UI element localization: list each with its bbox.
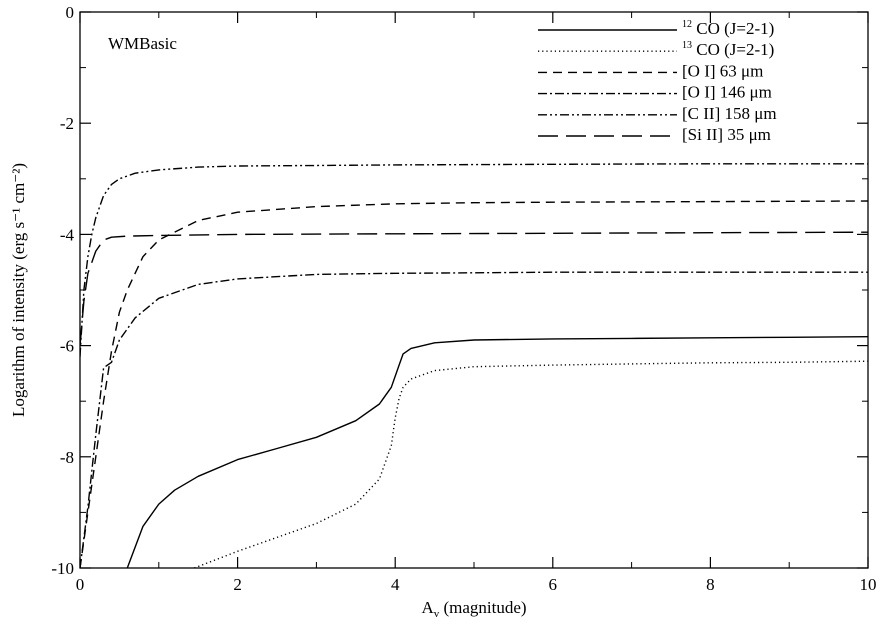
x-tick-label: 8: [706, 575, 715, 594]
x-axis-label-sub: v: [434, 608, 440, 620]
x-tick-label: 4: [391, 575, 400, 594]
y-tick-label: -6: [60, 337, 74, 356]
series-line-1: [194, 360, 868, 568]
legend-label-3: [O I] 146 μm: [682, 83, 772, 102]
x-tick-label: 6: [549, 575, 558, 594]
series-line-5: [80, 231, 868, 346]
legend-isotope-sup: 12: [682, 19, 692, 30]
x-tick-label: 10: [860, 575, 877, 594]
legend-label-4: [C II] 158 μm: [682, 104, 777, 123]
x-tick-label: 0: [76, 575, 85, 594]
legend-isotope-sup: 13: [682, 40, 692, 51]
x-axis-label-rest: (magnitude): [439, 598, 526, 617]
series-layer: [80, 163, 868, 568]
series-line-3: [80, 271, 868, 568]
series-line-4: [80, 163, 868, 357]
legend-text: CO (J=2-1): [692, 19, 774, 38]
legend-label-0: 12 CO (J=2-1): [682, 19, 774, 38]
legend: 12 CO (J=2-1)13 CO (J=2-1)[O I] 63 μm[O …: [538, 19, 777, 144]
tick-layer: 0 2 4 6 8 10 -10 -8 -6 -4 -2 0: [51, 3, 876, 594]
y-tick-label: -10: [51, 559, 74, 578]
legend-text: CO (J=2-1): [692, 40, 774, 59]
y-tick-label: -4: [60, 225, 75, 244]
x-axis-label-main: A: [421, 598, 434, 617]
legend-label-2: [O I] 63 μm: [682, 61, 763, 80]
y-axis-label: Logarithm of intensity (erg s⁻¹ cm⁻²): [9, 163, 28, 417]
chart-annotation: WMBasic: [108, 34, 177, 53]
legend-label-5: [Si II] 35 μm: [682, 125, 771, 144]
legend-label-1: 13 CO (J=2-1): [682, 40, 774, 59]
series-line-0: [126, 336, 868, 568]
y-tick-label: 0: [66, 3, 75, 22]
x-axis-label: Av (magnitude): [421, 598, 526, 620]
y-tick-label: -8: [60, 448, 74, 467]
x-tick-label: 2: [233, 575, 242, 594]
y-tick-label: -2: [60, 114, 74, 133]
